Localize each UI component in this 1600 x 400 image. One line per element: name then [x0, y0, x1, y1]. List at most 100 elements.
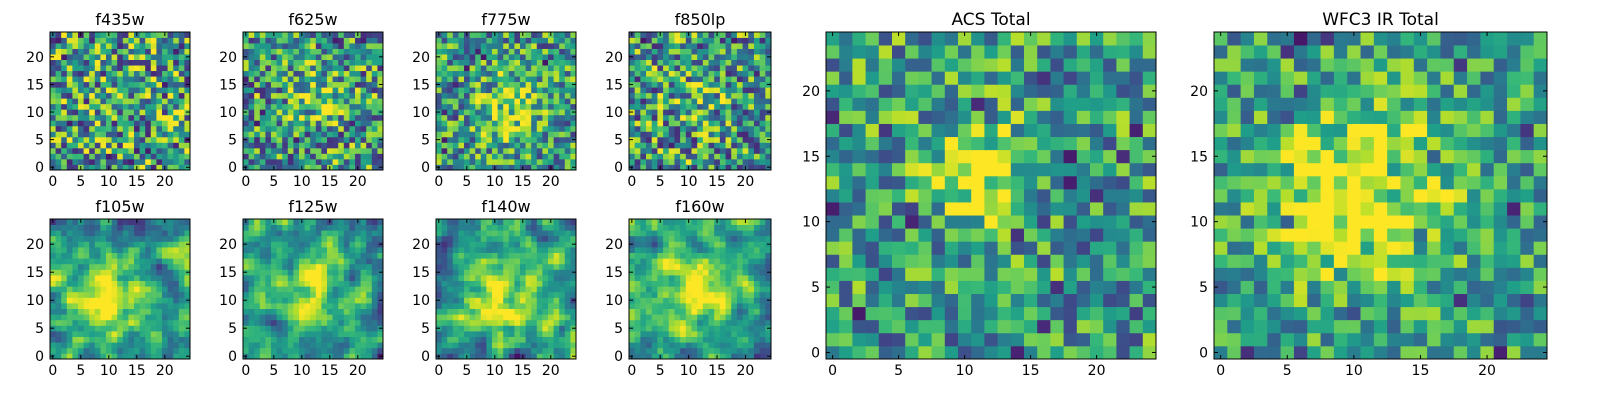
heatmap-cell	[111, 219, 118, 225]
heatmap-cell	[564, 297, 571, 304]
heatmap-cell	[542, 275, 549, 281]
heatmap-cell	[441, 319, 448, 326]
heatmap-cell	[725, 291, 732, 298]
heatmap-cell	[106, 92, 112, 99]
heatmap-cell	[559, 103, 566, 110]
heatmap-cell	[748, 336, 755, 343]
heatmap-cell	[458, 319, 465, 326]
heatmap-cell	[685, 125, 692, 132]
heatmap-cell	[89, 147, 96, 154]
heatmap-cell	[78, 252, 84, 259]
heatmap-cell	[134, 258, 140, 265]
heatmap-cell	[327, 247, 333, 253]
heatmap-cell	[254, 131, 261, 138]
heatmap-cell	[514, 98, 521, 105]
heatmap-cell	[759, 87, 766, 94]
heatmap-cell	[271, 235, 277, 242]
heatmap-cell	[725, 54, 732, 60]
heatmap-cell	[691, 65, 698, 72]
heatmap-cell	[178, 258, 185, 265]
heatmap-cell	[55, 98, 62, 105]
heatmap-cell	[332, 142, 339, 149]
heatmap-cell	[100, 336, 107, 343]
heatmap-cell	[736, 131, 743, 138]
heatmap-cell	[293, 275, 300, 281]
heatmap-cell	[259, 87, 266, 94]
heatmap-cell	[441, 98, 448, 105]
heatmap-cell	[447, 114, 454, 121]
heatmap-cell	[304, 65, 311, 72]
heatmap-cell	[464, 125, 470, 132]
heatmap-cell	[122, 308, 129, 315]
heatmap-cell	[156, 158, 163, 165]
heatmap-cell	[731, 153, 738, 160]
heatmap-cell	[564, 241, 571, 248]
heatmap-cell	[128, 54, 135, 60]
heatmap-cell	[94, 92, 101, 99]
heatmap-cell	[646, 54, 653, 60]
heatmap-cell	[553, 353, 560, 359]
heatmap-cell	[542, 158, 549, 165]
heatmap-cell	[145, 269, 152, 276]
heatmap-cell	[321, 54, 328, 60]
heatmap-cell	[332, 54, 339, 60]
heatmap-cell	[497, 347, 504, 354]
heatmap-cell	[536, 347, 543, 354]
heatmap-cell	[332, 258, 339, 265]
heatmap-cell	[458, 347, 465, 354]
heatmap-cell	[366, 125, 373, 132]
heatmap-cell	[742, 76, 749, 83]
heatmap-cell	[525, 314, 532, 321]
heatmap-cell	[685, 331, 692, 337]
heatmap-cell	[464, 153, 470, 160]
heatmap-cell	[162, 70, 168, 77]
heatmap-cell	[145, 54, 152, 60]
heatmap-cell	[184, 342, 190, 349]
heatmap-cell	[646, 109, 653, 116]
heatmap-cell	[525, 303, 532, 309]
heatmap-cell	[548, 59, 554, 66]
heatmap-cell	[759, 275, 766, 281]
heatmap-cell	[66, 142, 73, 149]
heatmap-cell	[55, 319, 62, 326]
heatmap-cell	[134, 224, 140, 231]
heatmap-cell	[271, 103, 277, 110]
heatmap-cell	[276, 147, 283, 154]
heatmap-cell	[366, 153, 373, 160]
heatmap-cell	[332, 291, 339, 298]
x-tick-label: 0	[241, 363, 250, 379]
heatmap-cell	[765, 314, 771, 321]
heatmap-cell	[145, 70, 152, 77]
heatmap-cell	[731, 109, 738, 116]
heatmap-cell	[514, 43, 521, 49]
heatmap-cell	[570, 235, 576, 242]
heatmap-cell	[697, 153, 704, 160]
heatmap-cell	[753, 87, 761, 94]
heatmap-cell	[150, 291, 157, 298]
heatmap-cell	[122, 269, 129, 276]
heatmap-cell	[89, 347, 96, 354]
heatmap-cell	[315, 32, 322, 38]
heatmap-cell	[106, 125, 112, 132]
heatmap-cell	[441, 314, 448, 321]
heatmap-cell	[377, 92, 383, 99]
heatmap-cell	[150, 43, 157, 49]
heatmap-cell	[94, 32, 101, 38]
heatmap-cell	[492, 125, 498, 132]
heatmap-cell	[61, 224, 68, 231]
heatmap-cell	[531, 158, 538, 165]
heatmap-cell	[691, 319, 698, 326]
heatmap-cell	[564, 147, 571, 154]
heatmap-cell	[657, 297, 664, 304]
heatmap-cell	[366, 43, 373, 49]
heatmap-cell	[111, 247, 118, 253]
heatmap-cell	[680, 147, 687, 154]
heatmap-cell	[486, 230, 493, 237]
heatmap-cell	[243, 98, 249, 105]
heatmap-cell	[759, 280, 766, 287]
heatmap-cell	[657, 120, 664, 127]
heatmap-cell	[310, 269, 317, 276]
heatmap-cell	[122, 59, 129, 66]
heatmap-cell	[559, 224, 566, 231]
heatmap-cell	[646, 331, 653, 337]
